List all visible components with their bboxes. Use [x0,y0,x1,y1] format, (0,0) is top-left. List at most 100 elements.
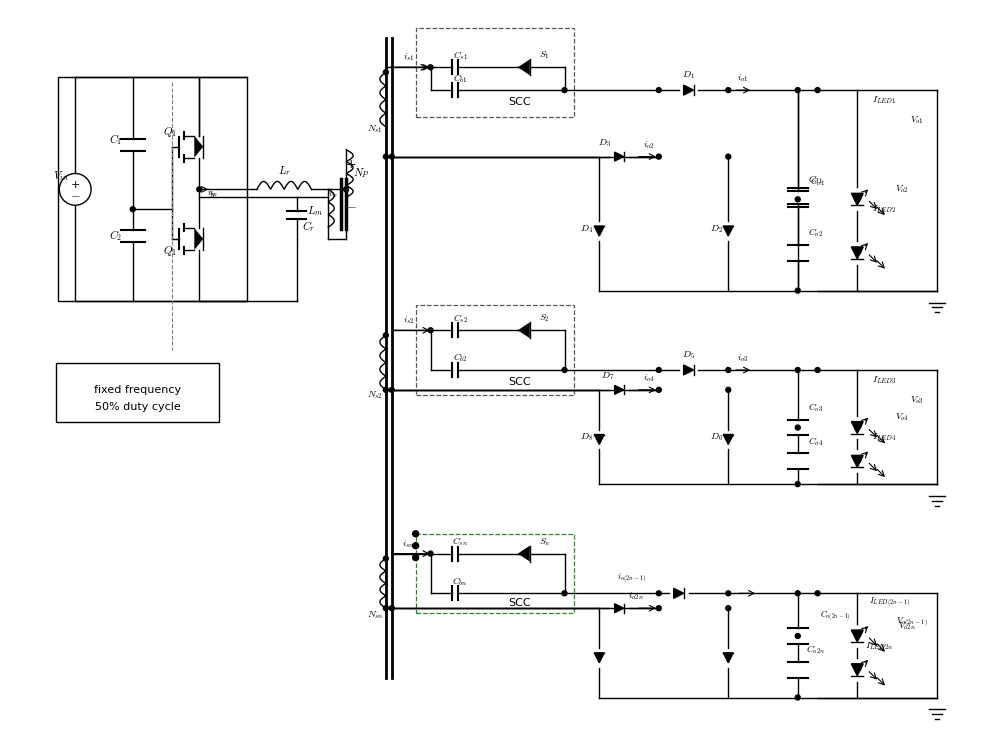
Circle shape [383,606,388,610]
Polygon shape [518,59,530,75]
Circle shape [562,88,567,92]
Text: $i_p$: $i_p$ [207,188,216,201]
Text: $I_{LED4}$: $I_{LED4}$ [872,432,896,444]
Circle shape [795,368,800,373]
Text: $N_{s2}$: $N_{s2}$ [367,389,383,401]
Text: $I_{LED2}$: $I_{LED2}$ [872,204,896,215]
Text: $C_{o1}$: $C_{o1}$ [810,175,825,187]
Text: $V_{o(2n-1)}$: $V_{o(2n-1)}$ [896,616,928,630]
Circle shape [130,207,135,212]
Text: $-$: $-$ [346,200,356,213]
Text: $i_{sn}$: $i_{sn}$ [402,538,415,550]
Text: $I_{LED1}$: $I_{LED1}$ [872,94,896,106]
Text: $C_{o(2n-1)}$: $C_{o(2n-1)}$ [820,609,850,624]
Text: $V_{o3}$: $V_{o3}$ [910,394,924,406]
Text: $C_{o2}$: $C_{o2}$ [808,227,823,239]
Text: $C_{bn}$: $C_{bn}$ [452,575,468,587]
Text: $N_{s1}$: $N_{s1}$ [367,123,383,134]
Circle shape [855,633,860,638]
Text: $S_n$: $S_n$ [539,536,551,548]
Text: SCC: SCC [509,599,531,608]
Circle shape [383,333,388,338]
Text: $I_{LED3}$: $I_{LED3}$ [872,374,896,386]
Circle shape [726,387,731,393]
Polygon shape [518,323,530,338]
Circle shape [795,482,800,486]
Polygon shape [723,226,733,236]
Polygon shape [851,193,863,205]
Text: $C_2$: $C_2$ [109,229,123,244]
Text: $V_{o2}$: $V_{o2}$ [895,184,909,195]
Circle shape [795,695,800,700]
Text: $N_{sn}$: $N_{sn}$ [367,610,383,621]
FancyBboxPatch shape [58,77,247,300]
Circle shape [656,591,661,596]
Circle shape [428,328,433,333]
Text: $D_4$: $D_4$ [580,223,593,235]
Text: $C_{s2}$: $C_{s2}$ [453,312,468,325]
FancyBboxPatch shape [416,306,574,395]
Polygon shape [723,435,733,444]
Polygon shape [851,663,863,676]
Text: $Q_1$: $Q_1$ [163,244,178,258]
Circle shape [855,425,860,430]
Circle shape [389,387,394,393]
Circle shape [656,154,661,159]
Text: $N_P$: $N_P$ [353,167,369,180]
Polygon shape [674,588,684,599]
Polygon shape [615,604,624,613]
Text: SCC: SCC [509,377,531,387]
Circle shape [656,88,661,92]
Polygon shape [851,421,863,433]
Polygon shape [615,152,624,161]
Circle shape [726,368,731,373]
Polygon shape [194,136,203,158]
Text: SCC: SCC [509,97,531,107]
Circle shape [815,368,820,373]
FancyBboxPatch shape [56,363,219,421]
Circle shape [726,154,731,159]
Text: $C_{sn}$: $C_{sn}$ [452,535,468,548]
Circle shape [389,606,394,610]
Text: $i_{o4}$: $i_{o4}$ [643,372,655,384]
Circle shape [795,197,800,201]
Text: $L_r$: $L_r$ [278,165,291,179]
Polygon shape [684,85,694,95]
Text: $V_{in}$: $V_{in}$ [53,170,69,184]
Text: $I_{LED2n}$: $I_{LED2n}$ [865,640,894,652]
Circle shape [855,197,860,201]
Polygon shape [594,226,604,236]
Text: $D_5$: $D_5$ [682,349,695,361]
Circle shape [383,70,388,75]
Circle shape [726,591,731,596]
Text: +: + [346,158,356,171]
Polygon shape [518,545,530,562]
Text: $V_{o4}$: $V_{o4}$ [895,412,909,424]
Text: $i_p$: $i_p$ [209,188,218,201]
Text: $i_{s1}$: $i_{s1}$ [403,52,414,63]
Text: $Q_1$: $Q_1$ [163,125,178,139]
Polygon shape [723,653,733,663]
Circle shape [726,606,731,610]
FancyBboxPatch shape [416,27,574,117]
Text: +: + [71,180,80,190]
Text: $C_{b1}$: $C_{b1}$ [453,72,468,85]
Circle shape [795,288,800,293]
Circle shape [656,387,661,393]
Text: $D_3$: $D_3$ [598,137,611,148]
Text: $i_{o(2n-1)}$: $i_{o(2n-1)}$ [617,573,647,587]
Text: $D_2$: $D_2$ [710,223,723,235]
Text: $C_{o1}$: $C_{o1}$ [808,173,823,186]
Polygon shape [851,247,863,259]
Polygon shape [851,630,863,642]
Text: $L_m$: $L_m$ [307,204,324,218]
Circle shape [656,368,661,373]
Circle shape [815,591,820,596]
Circle shape [562,591,567,596]
Text: $V_{o2n}$: $V_{o2n}$ [898,620,916,632]
Circle shape [795,425,800,430]
Circle shape [795,591,800,596]
Circle shape [413,531,419,537]
Text: $C_r$: $C_r$ [302,218,315,233]
Text: $i_{o3}$: $i_{o3}$ [737,352,749,364]
